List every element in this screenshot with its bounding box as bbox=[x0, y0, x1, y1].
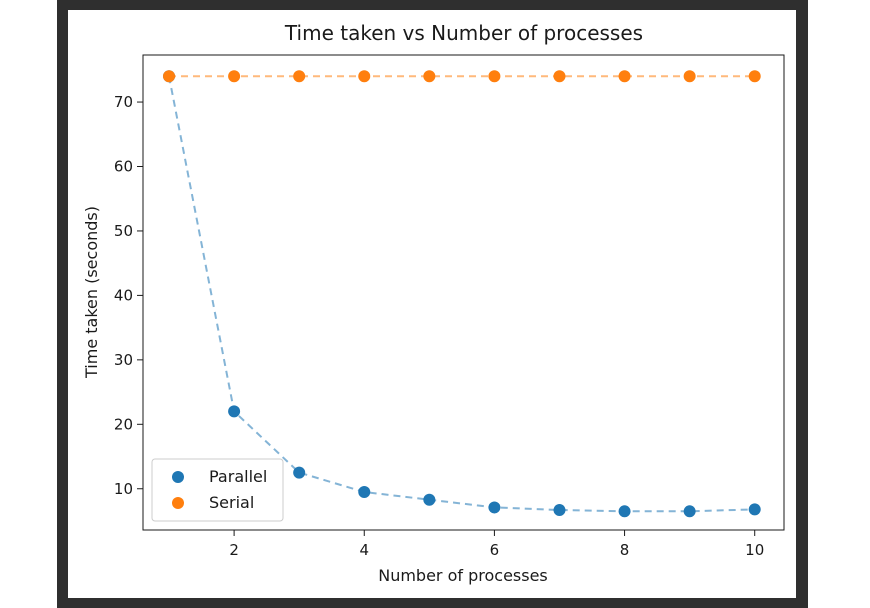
serial-point bbox=[553, 70, 566, 83]
serial-point bbox=[358, 70, 371, 83]
serial-point bbox=[748, 70, 761, 83]
y-tick-label: 50 bbox=[114, 222, 133, 240]
legend-label-parallel: Parallel bbox=[209, 467, 267, 486]
x-tick-label: 2 bbox=[229, 541, 239, 559]
x-axis: 2 4 6 8 10 bbox=[229, 530, 764, 559]
x-tick-label: 8 bbox=[620, 541, 630, 559]
parallel-point bbox=[423, 493, 436, 506]
y-tick-label: 40 bbox=[114, 286, 133, 304]
y-tick-label: 60 bbox=[114, 157, 133, 175]
y-axis: 10 20 30 40 50 60 70 bbox=[114, 93, 143, 498]
x-tick-label: 6 bbox=[490, 541, 500, 559]
serial-point bbox=[488, 70, 501, 83]
parallel-point bbox=[293, 466, 306, 479]
legend-marker-serial bbox=[172, 497, 184, 509]
x-axis-label: Number of processes bbox=[378, 566, 548, 585]
legend-marker-parallel bbox=[172, 471, 184, 483]
serial-point bbox=[618, 70, 631, 83]
serial-point bbox=[163, 70, 176, 83]
series-lines bbox=[168, 75, 755, 513]
serial-point bbox=[228, 70, 241, 83]
parallel-point bbox=[683, 505, 696, 518]
serial-point bbox=[683, 70, 696, 83]
parallel-series-line bbox=[168, 76, 755, 513]
legend: Parallel Serial bbox=[151, 458, 284, 522]
serial-point bbox=[293, 70, 306, 83]
parallel-point bbox=[488, 501, 501, 514]
y-tick-label: 30 bbox=[114, 351, 133, 369]
legend-box bbox=[151, 458, 284, 522]
parallel-point bbox=[748, 503, 761, 516]
y-tick-label: 20 bbox=[114, 415, 133, 433]
series-points bbox=[163, 70, 761, 518]
parallel-point bbox=[358, 485, 371, 498]
plot-area bbox=[142, 54, 785, 531]
y-tick-label: 70 bbox=[114, 93, 133, 111]
legend-label-serial: Serial bbox=[209, 493, 254, 512]
parallel-point bbox=[618, 505, 631, 518]
parallel-point bbox=[228, 405, 241, 418]
y-tick-label: 10 bbox=[114, 480, 133, 498]
serial-point bbox=[423, 70, 436, 83]
chart-title: Time taken vs Number of processes bbox=[284, 21, 643, 45]
x-tick-label: 4 bbox=[359, 541, 369, 559]
y-axis-label: Time taken (seconds) bbox=[82, 206, 101, 379]
parallel-point bbox=[553, 504, 566, 517]
x-tick-label: 10 bbox=[745, 541, 764, 559]
